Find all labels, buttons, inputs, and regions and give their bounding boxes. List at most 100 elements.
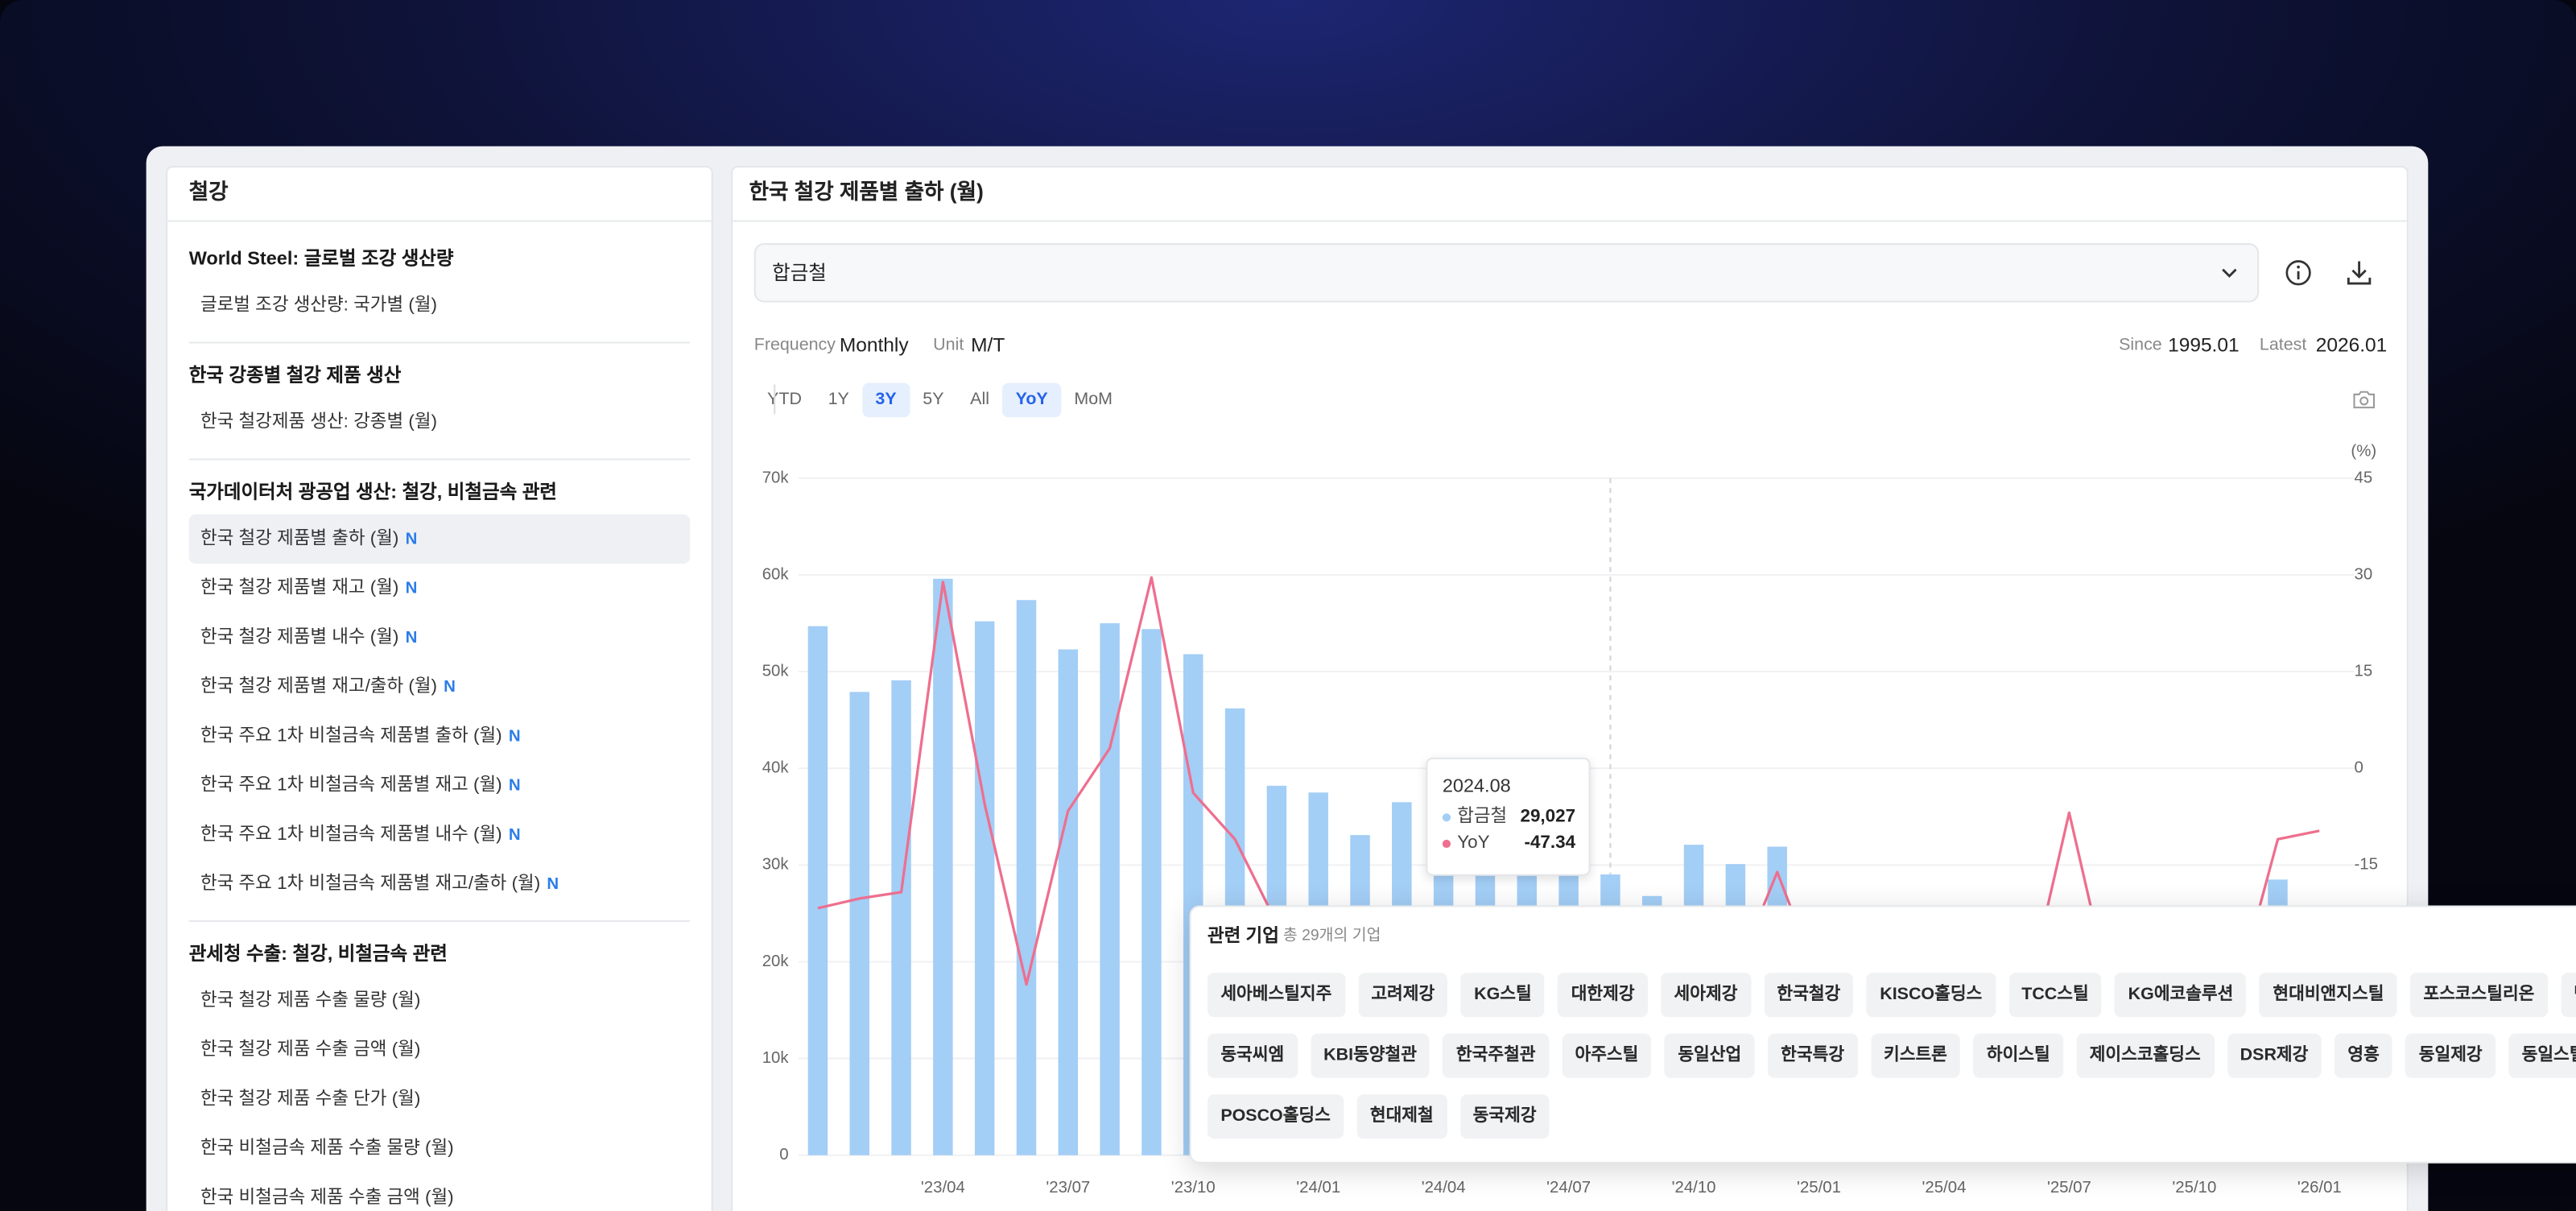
company-chip[interactable]: KISCO홀딩스: [1866, 973, 1996, 1018]
company-chip[interactable]: KBI동양철관: [1310, 1033, 1430, 1078]
x-tick-label: '25/04: [1922, 1179, 1966, 1197]
company-chip[interactable]: 한국특강: [1767, 1033, 1858, 1078]
dropdown[interactable]: [753, 243, 2260, 303]
menu-item[interactable]: 한국 비철금속 제품 수출 물량 (월): [200, 1132, 454, 1165]
bar: [1058, 649, 1079, 1155]
company-chip[interactable]: 동국씨엠: [1207, 1033, 1298, 1078]
bar: [849, 692, 869, 1155]
tooltip-value: -47.34: [1524, 833, 1576, 853]
menu-item[interactable]: 한국 철강 제품별 재고 (월) N: [200, 572, 417, 605]
menu-item[interactable]: 한국 주요 1차 비철금속 제품별 내수 (월) N: [200, 818, 521, 851]
tooltip-dot: [1442, 812, 1451, 821]
menu-item-label: 한국 철강 제품 수출 물량 (월): [200, 990, 421, 1011]
new-badge: N: [508, 826, 521, 845]
x-tick-label: '24/07: [1546, 1179, 1591, 1197]
x-tick-label: '24/04: [1422, 1179, 1466, 1197]
menu-item-label: 한국 주요 1차 비철금속 제품별 재고 (월): [200, 775, 502, 796]
menu-item[interactable]: 한국 비철금속 제품 수출 금액 (월): [200, 1181, 454, 1211]
camera-icon[interactable]: [2352, 390, 2376, 409]
companies-count: 총 29개의 기업: [1282, 927, 1381, 945]
x-tick-label: '26/01: [2297, 1179, 2342, 1197]
menu-item[interactable]: 한국 철강 제품 수출 단가 (월): [200, 1083, 420, 1116]
company-chip[interactable]: 현대제철: [1356, 1094, 1447, 1139]
company-chip[interactable]: 제이스코홀딩스: [2076, 1033, 2215, 1078]
tooltip-series: YoY: [1457, 833, 1490, 853]
companies-title: 관련 기업: [1207, 927, 1279, 947]
x-tick-label: '25/10: [2172, 1179, 2216, 1197]
bar: [933, 578, 953, 1155]
x-tick-label: '24/01: [1296, 1179, 1340, 1197]
y-tick-label: 40k: [762, 759, 790, 777]
sidebar-panel: [166, 166, 713, 1211]
tooltip-value: 29,027: [1520, 807, 1576, 827]
company-chip[interactable]: 키스트론: [1870, 1033, 1961, 1078]
company-chip[interactable]: 세아제강: [1661, 973, 1751, 1018]
range-button[interactable]: YTD: [767, 388, 802, 409]
menu-item-label: 한국 주요 1차 비철금속 제품별 출하 (월): [200, 726, 502, 746]
new-badge: N: [405, 629, 418, 648]
company-chip[interactable]: DSR제강: [2227, 1033, 2322, 1078]
company-chip[interactable]: 하이스틸: [1973, 1033, 2064, 1078]
range-button[interactable]: 3Y: [862, 382, 910, 417]
bar: [891, 680, 911, 1155]
dropdown-value[interactable]: 합금철: [772, 261, 827, 285]
bar: [1016, 600, 1037, 1155]
download-icon[interactable]: [2344, 258, 2374, 287]
meta-value: Monthly: [839, 333, 909, 357]
menu-item[interactable]: 한국 주요 1차 비철금속 제품별 재고/출하 (월) N: [200, 868, 559, 901]
menu-item-label: 한국 비철금속 제품 수출 물량 (월): [200, 1139, 454, 1159]
meta-value: 1995.01: [2168, 333, 2240, 357]
range-button[interactable]: 1Y: [828, 388, 849, 409]
chip-row: 동국씨엠 KBI동양철관 한국주철관 아주스틸 동일산업 한국특강 키스트론 하이스틸 제이스코…: [1207, 1033, 2576, 1078]
x-tick-label: '24/10: [1672, 1179, 1716, 1197]
menu-item[interactable]: 한국 철강 제품 수출 금액 (월): [200, 1034, 420, 1067]
menu-item-label: 한국 주요 1차 비철금속 제품별 재고/출하 (월): [200, 874, 541, 895]
company-chip[interactable]: KG에코솔루션: [2115, 973, 2247, 1018]
company-chip[interactable]: 만호제강: [2561, 973, 2576, 1018]
y2-tick-label: 30: [2354, 565, 2372, 583]
company-chip[interactable]: 현대비앤지스틸: [2260, 973, 2397, 1018]
range-button[interactable]: 5Y: [923, 388, 944, 409]
divider: [167, 220, 712, 222]
tooltip-series: 합금철: [1457, 807, 1508, 827]
menu-item[interactable]: 글로벌 조강 생산량: 국가별 (월): [200, 289, 437, 322]
meta-label: Unit: [933, 335, 964, 355]
company-chip[interactable]: 동국제강: [1459, 1094, 1550, 1139]
menu-item[interactable]: 한국 철강 제품 수출 물량 (월): [200, 984, 420, 1017]
chip-row: 세아베스틸지주 고려제강 KG스틸 대한제강 세아제강 한국철강 KISCO홀딩스 TCC스틸…: [1207, 973, 2576, 1018]
y2-axis-unit: (%): [2351, 443, 2376, 461]
menu-item[interactable]: 한국 철강 제품별 내수 (월) N: [200, 621, 417, 654]
menu-item[interactable]: 한국 주요 1차 비철금속 제품별 출하 (월) N: [200, 720, 521, 753]
meta-label: Since: [2119, 335, 2162, 355]
range-button[interactable]: MoM: [1074, 388, 1113, 409]
company-chip[interactable]: POSCO홀딩스: [1207, 1094, 1344, 1139]
company-chip[interactable]: 고려제강: [1357, 973, 1448, 1018]
company-chip[interactable]: 아주스틸: [1562, 1033, 1652, 1078]
company-chip[interactable]: TCC스틸: [2008, 973, 2103, 1018]
company-chip[interactable]: 동일스틸럭스: [2508, 1033, 2576, 1078]
company-chip[interactable]: 영흥: [2334, 1033, 2393, 1078]
menu-item[interactable]: 한국 철강 제품별 출하 (월) N: [200, 523, 417, 556]
divider: [188, 341, 691, 344]
company-chip[interactable]: 동일산업: [1665, 1033, 1755, 1078]
divider: [733, 220, 2407, 222]
menu-item[interactable]: 한국 주요 1차 비철금속 제품별 재고 (월) N: [200, 769, 521, 802]
chevron-icon: [2222, 268, 2237, 278]
sidebar-title: 철강: [188, 179, 229, 205]
menu-item-label: 한국 철강 제품별 내수 (월): [200, 627, 399, 648]
company-chip[interactable]: KG스틸: [1460, 973, 1546, 1018]
menu-item-label: 한국 철강 제품별 출하 (월): [200, 529, 399, 549]
company-chip[interactable]: 한국주철관: [1443, 1033, 1549, 1078]
company-chip[interactable]: 동일제강: [2405, 1033, 2496, 1078]
range-button[interactable]: All: [970, 388, 989, 409]
company-chip[interactable]: 한국철강: [1764, 973, 1854, 1018]
company-chip[interactable]: 대한제강: [1558, 973, 1648, 1018]
company-chip[interactable]: 세아베스틸지주: [1207, 973, 1345, 1018]
info-icon[interactable]: [2284, 258, 2314, 287]
new-badge: N: [444, 678, 456, 697]
range-button[interactable]: YoY: [1002, 382, 1062, 417]
menu-item[interactable]: 한국 철강 제품별 재고/출하 (월) N: [200, 671, 456, 704]
panel-title: 한국 철강 제품별 출하 (월): [749, 179, 984, 205]
menu-item[interactable]: 한국 철강제품 생산: 강종별 (월): [200, 406, 437, 439]
company-chip[interactable]: 포스코스틸리온: [2410, 973, 2548, 1018]
